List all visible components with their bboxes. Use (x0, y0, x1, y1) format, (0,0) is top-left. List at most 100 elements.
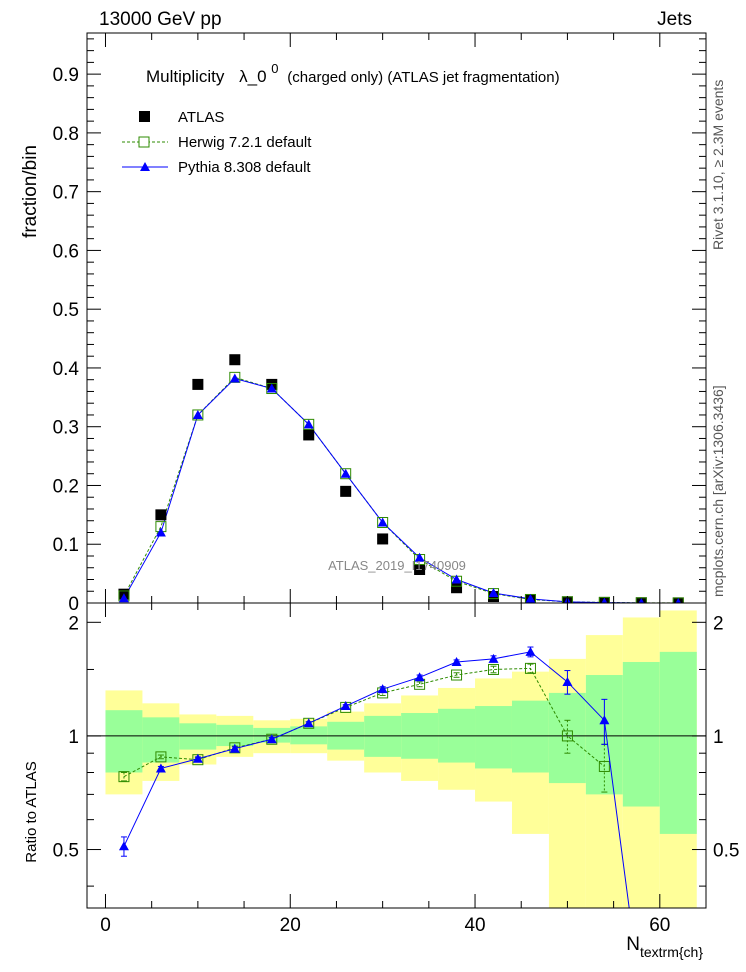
main-point-atlas (303, 429, 315, 441)
main-ylabel: fraction/bin (20, 145, 41, 238)
legend-herwig-label: Herwig 7.2.1 default (178, 134, 312, 151)
title-superscript: 0 (271, 61, 278, 76)
ratio-point-pythia (525, 646, 536, 656)
ratio-point-pythia (562, 676, 573, 686)
legend-herwig-marker (138, 136, 150, 148)
ratio-point-pythia (118, 841, 129, 851)
ratio-point-herwig (488, 663, 500, 675)
main-ytick-label: 0.4 (53, 359, 80, 380)
ratio-ylabel: Ratio to ATLAS (23, 761, 40, 862)
legend-atlas-marker (139, 111, 150, 122)
main-line-pythia (123, 377, 679, 603)
ratio-point-pythia (488, 653, 499, 663)
header-jets: Jets (657, 9, 692, 30)
ratio-point-pythia (266, 734, 277, 744)
main-ytick-label: 0.5 (53, 300, 79, 321)
main-point-pythia (192, 409, 203, 419)
chart-title: Multiplicity λ_0 0 (charged only) (ATLAS… (146, 58, 560, 86)
main-ytick-label: 0.9 (53, 65, 79, 86)
ratio-point-pythia (377, 684, 388, 694)
main-point-pythia (601, 597, 608, 603)
main-point-atlas (229, 354, 241, 366)
ratio-xtick-label: 20 (280, 915, 301, 936)
main-point-pythia (229, 373, 240, 383)
main-point-pythia (488, 588, 499, 598)
main-ytick-label: 0.7 (53, 183, 79, 204)
xlabel-sub: textrm{ch} (640, 944, 703, 960)
ratio-point-pythia (414, 672, 425, 682)
ratio-point-herwig (598, 760, 610, 772)
main-point-herwig (598, 596, 610, 603)
legend-atlas-label: ATLAS (178, 109, 224, 126)
ratio-point-herwig (524, 662, 536, 674)
xlabel-main: N (626, 934, 640, 955)
main-axis-ticks: 0 0.1 0.2 0.3 0.4 0.5 0.6 0.7 0.8 0.9 (53, 33, 706, 615)
main-point-pythia (340, 468, 351, 478)
main-point-pythia (266, 383, 277, 393)
ratio-point-pythia (303, 718, 314, 728)
ratio-frame (86, 602, 707, 909)
ratio-xlabel: Ntextrm{ch} (626, 934, 703, 960)
main-panel: 0 0.1 0.2 0.3 0.4 0.5 0.6 0.7 0.8 0.9 fraction/bi… (20, 32, 707, 615)
main-point-pythia (525, 593, 536, 603)
ratio-point-pythia (451, 656, 462, 666)
ratio-point-pythia (229, 743, 240, 753)
rivet-label: Rivet 3.1.10, ≥ 2.3M events (710, 80, 726, 250)
ratio-point-pythia (192, 753, 203, 763)
title-suffix: (charged only) (ATLAS jet fragmentation) (287, 69, 559, 86)
ratio-panel: 0.5 0.51 12 20 20 40 60 Ratio to ATLAS Ntextrm… (23, 602, 739, 960)
ratio-band-inner (475, 706, 512, 769)
main-point-pythia (118, 593, 129, 603)
main-point-pythia (414, 552, 425, 562)
main-point-atlas (340, 485, 352, 497)
ratio-ytick-label-right: 2 (713, 613, 724, 634)
ratio-point-herwig (451, 669, 463, 681)
ratio-ytick-label: 0.5 (53, 841, 79, 862)
ratio-point-herwig (155, 751, 167, 763)
ratio-point-pythia (599, 715, 610, 725)
main-point-atlas (414, 564, 426, 576)
ratio-band-inner (622, 661, 660, 807)
watermark: ATLAS_2019_I1740909 (328, 558, 466, 573)
title-symbol: λ_0 (239, 67, 266, 86)
mcplots-label: mcplots.cern.ch [arXiv:1306.3436] (710, 385, 726, 597)
ratio-ytick-label: 2 (68, 613, 79, 634)
main-ytick-label: 0 (68, 594, 79, 615)
title-prefix: Multiplicity (146, 67, 225, 86)
main-ytick-label: 0.6 (53, 241, 79, 262)
main-point-atlas (192, 378, 204, 390)
ratio-point-pythia (340, 701, 351, 711)
legend-pythia-marker (140, 162, 150, 171)
ratio-ytick-label: 1 (68, 727, 79, 748)
main-point-atlas (155, 509, 167, 521)
main-point-pythia (638, 597, 645, 603)
ratio-xtick-label: 60 (649, 915, 670, 936)
main-ytick-label: 0.2 (53, 476, 79, 497)
ratio-band-inner (511, 700, 549, 773)
ratio-point-herwig (118, 771, 130, 783)
main-point-atlas (451, 582, 463, 594)
ratio-ytick-label-right: 1 (713, 727, 724, 748)
main-point-atlas (377, 533, 389, 545)
main-point-pythia (675, 598, 682, 603)
main-point-pythia (155, 527, 166, 537)
legend-pythia-label: Pythia 8.308 default (178, 159, 311, 176)
main-ytick-label: 0.1 (53, 535, 79, 556)
ratio-xtick-label: 0 (100, 915, 111, 936)
main-ytick-label: 0.8 (53, 124, 79, 145)
main-point-pythia (377, 517, 388, 527)
ratio-axis-ticks: 0.5 0.51 12 20 20 40 60 (53, 603, 739, 936)
ratio-band-inner (105, 710, 143, 773)
ratio-line-herwig (123, 667, 605, 778)
ratio-ytick-label-right: 0.5 (713, 841, 739, 862)
main-ytick-label: 0.3 (53, 418, 79, 439)
main-point-pythia (451, 574, 462, 584)
ratio-point-pythia (155, 763, 166, 773)
ratio-bands-layer (87, 610, 706, 908)
ratio-band-inner (659, 651, 697, 834)
header-energy: 13000 GeV pp (99, 9, 222, 30)
ratio-band-inner (179, 723, 217, 750)
ratio-series-layer (118, 646, 630, 908)
legend: ATLAS Herwig 7.2.1 default Pythia 8.308 … (122, 109, 312, 176)
